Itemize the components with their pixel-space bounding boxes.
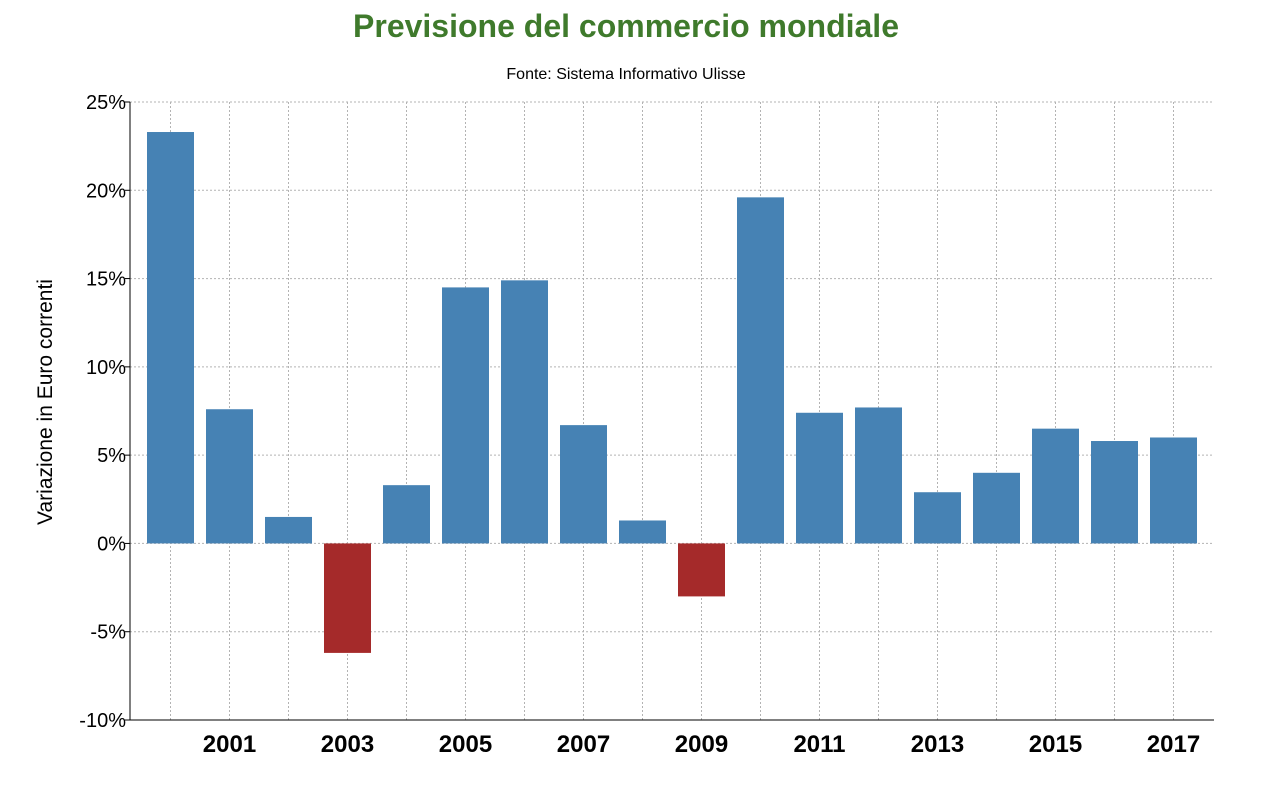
x-tick-label: 2015 — [1029, 731, 1082, 758]
x-tick-label: 2003 — [321, 731, 374, 758]
y-axis-label: Variazione in Euro correnti — [34, 279, 57, 525]
y-tick-label: -10% — [79, 710, 126, 732]
bars-layer — [147, 132, 1197, 653]
bar-2008 — [619, 520, 666, 544]
bar-2017 — [1150, 437, 1197, 544]
y-tick-label: 25% — [86, 92, 126, 114]
x-tick-label: 2013 — [911, 731, 964, 758]
y-tick-label: 0% — [97, 533, 126, 555]
chart-subtitle: Fonte: Sistema Informativo Ulisse — [506, 66, 746, 83]
bar-2010 — [737, 197, 784, 544]
bar-2004 — [383, 485, 430, 544]
y-tick-label: 20% — [86, 180, 126, 202]
y-tick-label: 5% — [97, 445, 126, 467]
bar-2007 — [560, 425, 607, 544]
x-tick-label: 2007 — [557, 731, 610, 758]
bar-2002 — [265, 516, 312, 544]
y-tick-label: 15% — [86, 269, 126, 291]
axes-layer — [125, 101, 1214, 721]
bar-2011 — [796, 412, 843, 544]
bar-2013 — [914, 492, 961, 544]
bar-2016 — [1091, 441, 1138, 544]
x-tick-label: 2009 — [675, 731, 728, 758]
bar-2000 — [147, 132, 194, 544]
bar-2012 — [855, 407, 902, 544]
x-tick-label: 2005 — [439, 731, 492, 758]
chart-title: Previsione del commercio mondiale — [353, 8, 899, 44]
bar-2006 — [501, 280, 548, 544]
bar-2001 — [206, 409, 253, 544]
bar-2005 — [442, 287, 489, 544]
y-tick-label: 10% — [86, 357, 126, 379]
grid-layer — [130, 101, 1214, 721]
bar-2015 — [1032, 428, 1079, 544]
x-tick-label: 2001 — [203, 731, 256, 758]
bar-2009 — [678, 543, 725, 597]
bar-2014 — [973, 472, 1020, 544]
labels-layer: -10% -5% 0% 5% 10% 15% 20% 25% 2001 2003 2005 2007 2… — [79, 92, 1200, 758]
x-tick-label: 2017 — [1147, 731, 1200, 758]
x-tick-label: 2011 — [793, 731, 845, 758]
y-tick-label: -5% — [90, 622, 126, 644]
bar-2003 — [324, 543, 371, 653]
